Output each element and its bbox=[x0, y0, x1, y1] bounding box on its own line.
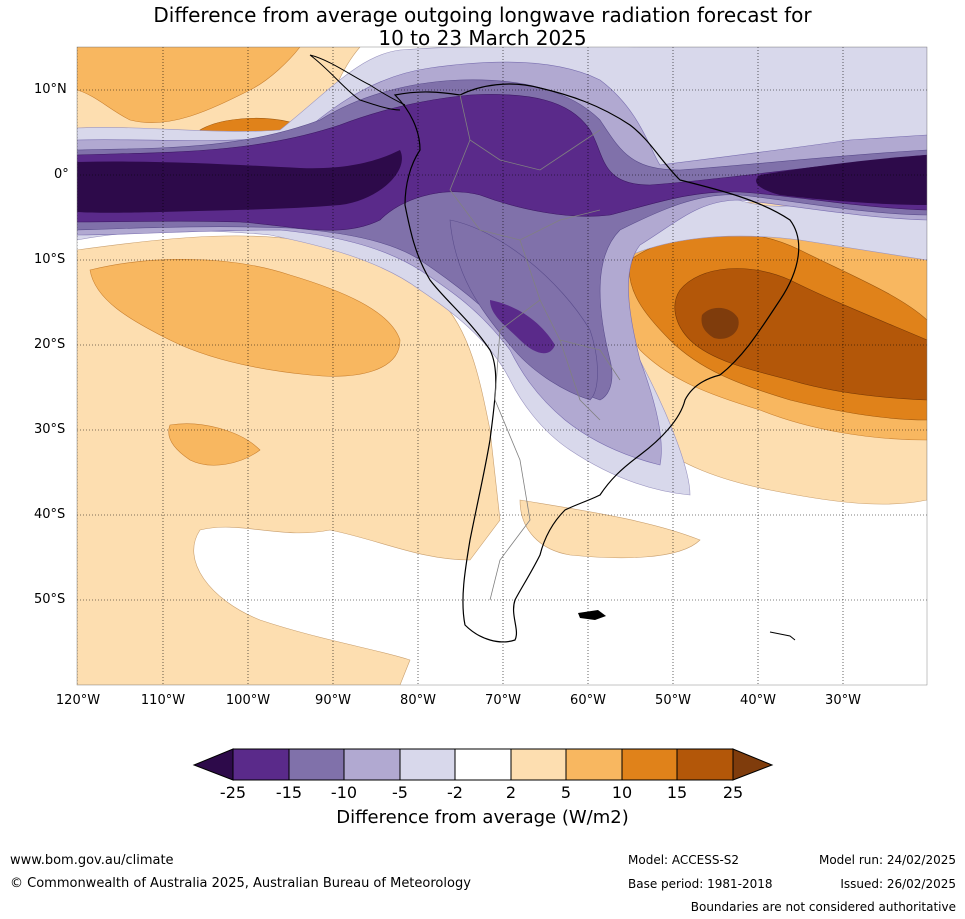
lon-label-80w: 80°W bbox=[400, 693, 436, 708]
anomaly-pos5-north-pacific bbox=[77, 47, 301, 123]
anomaly-neg10-andes-band bbox=[449, 219, 598, 401]
colorbar-swatch-pos5 bbox=[566, 749, 622, 780]
anomaly-pos5-west-pacific-blob bbox=[168, 423, 261, 466]
anomaly-pos2-south-atlantic bbox=[519, 499, 701, 559]
lat-label-40s: 40°S bbox=[34, 507, 66, 522]
colorbar-swatch-neg5 bbox=[400, 749, 455, 780]
colorbar-tick: -25 bbox=[219, 783, 247, 802]
colorbar-swatch-neg15 bbox=[289, 749, 344, 780]
country-borders bbox=[449, 94, 621, 601]
colorbar-swatch-pos15 bbox=[677, 749, 733, 780]
map-frame bbox=[76, 46, 928, 686]
lat-label-0: 0° bbox=[54, 167, 69, 182]
colorbar-tick: -5 bbox=[392, 783, 408, 802]
lat-label-50s: 50°S bbox=[34, 592, 66, 607]
lon-label-100w: 100°W bbox=[225, 693, 271, 708]
central-america-coastline bbox=[309, 54, 406, 111]
colorbar-tick: 2 bbox=[505, 783, 517, 802]
title-line-2: 10 to 23 March 2025 bbox=[378, 26, 587, 50]
south-america-coastline bbox=[393, 83, 800, 643]
colorbar-swatch-pos2 bbox=[511, 749, 566, 780]
colorbar-swatch-neg25 bbox=[233, 749, 289, 780]
south-georgia-island bbox=[769, 631, 796, 641]
base-period: Base period: 1981-2018 bbox=[628, 877, 773, 891]
colorbar-extend-low bbox=[192, 748, 234, 781]
lon-label-60w: 60°W bbox=[570, 693, 606, 708]
colorbar-tick: -10 bbox=[330, 783, 358, 802]
colorbar-tick: 10 bbox=[611, 783, 633, 802]
anomaly-neg25-atlantic bbox=[756, 155, 927, 205]
colorbar-tick: 25 bbox=[722, 783, 744, 802]
lon-label-50w: 50°W bbox=[655, 693, 691, 708]
anomaly-pos5-south-pacific bbox=[89, 259, 401, 377]
lat-label-10s: 10°S bbox=[34, 252, 66, 267]
boundaries-disclaimer: Boundaries are not considered authoritat… bbox=[690, 900, 956, 914]
colorbar bbox=[192, 748, 774, 781]
graticule bbox=[77, 47, 927, 685]
lon-label-30w: 30°W bbox=[825, 693, 861, 708]
model-run-date: Model run: 24/02/2025 bbox=[818, 853, 956, 867]
anomaly-pos15-brazil bbox=[674, 268, 927, 401]
lon-label-90w: 90°W bbox=[315, 693, 351, 708]
colorbar-extend-high bbox=[732, 748, 774, 781]
model-name: Model: ACCESS-S2 bbox=[628, 853, 740, 867]
issued-date: Issued: 26/02/2025 bbox=[840, 877, 956, 891]
colorbar-label: Difference from average (W/m2) bbox=[336, 807, 629, 828]
lon-label-110w: 110°W bbox=[140, 693, 186, 708]
website-link[interactable]: www.bom.gov.au/climate bbox=[10, 853, 174, 868]
anomaly-neg25-equatorial bbox=[77, 150, 402, 213]
lon-label-40w: 40°W bbox=[740, 693, 776, 708]
colorbar-swatch-neutral bbox=[455, 749, 511, 780]
anomaly-pos25-brazil bbox=[701, 307, 739, 339]
colorbar-tick: 5 bbox=[560, 783, 572, 802]
title-line-1: Difference from average outgoing longwav… bbox=[153, 3, 812, 27]
lon-label-120w: 120°W bbox=[55, 693, 101, 708]
colorbar-tick: -2 bbox=[447, 783, 463, 802]
falkland-islands bbox=[578, 610, 606, 620]
lon-label-70w: 70°W bbox=[485, 693, 521, 708]
anomaly-neg15-andes-band bbox=[490, 300, 555, 354]
map-title: Difference from average outgoing longwav… bbox=[0, 4, 965, 50]
colorbar-swatch-pos10 bbox=[622, 749, 677, 780]
colorbar-tick: -15 bbox=[275, 783, 303, 802]
lat-label-20s: 20°S bbox=[34, 337, 66, 352]
lat-label-30s: 30°S bbox=[34, 422, 66, 437]
colorbar-tick: 15 bbox=[666, 783, 688, 802]
colorbar-swatch-neg10 bbox=[344, 749, 400, 780]
lat-label-10n: 10°N bbox=[34, 82, 67, 97]
copyright-text: © Commonwealth of Australia 2025, Austra… bbox=[10, 876, 471, 891]
